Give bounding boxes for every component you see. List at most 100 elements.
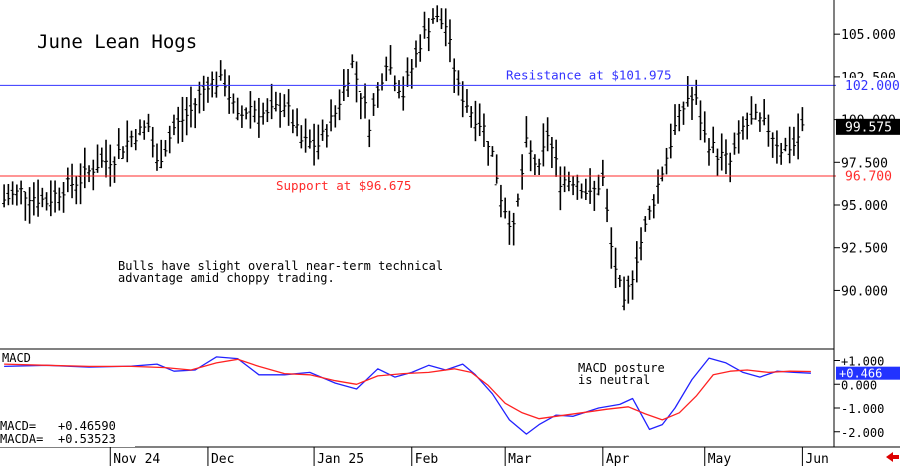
resistance-label: Resistance at $101.975 [506, 67, 672, 82]
price-bar [299, 125, 304, 149]
price-bar [312, 123, 317, 166]
price-bar [61, 182, 66, 213]
price-bar [435, 5, 440, 23]
price-bar [261, 102, 266, 125]
price-bar [346, 69, 351, 98]
price-axis-tick-label: 97.500 [841, 156, 888, 171]
price-bar [282, 94, 287, 118]
price-bar [430, 8, 435, 24]
price-bar [188, 86, 193, 128]
x-axis-tick-label: Feb [415, 452, 439, 466]
macd-readout-value: +0.46590 [58, 419, 116, 433]
price-bar [647, 205, 652, 220]
macd-last-value: +0.466 [839, 367, 882, 381]
macd-axis-tick-label: -2.000 [841, 426, 884, 440]
chart-annotation-line-1: Bulls have slight overall near-term tech… [118, 259, 443, 273]
macd-last-tag [836, 366, 900, 380]
price-bar [303, 118, 308, 153]
price-bar [736, 120, 741, 154]
price-bar [265, 98, 270, 123]
price-bar [796, 113, 801, 160]
price-bar [121, 146, 126, 160]
price-bar [27, 187, 32, 224]
price-bar [248, 91, 253, 129]
price-bar [87, 165, 92, 183]
price-bar [583, 178, 588, 201]
price-bar [307, 129, 312, 149]
price-bar [133, 129, 138, 151]
price-bar [723, 139, 728, 175]
price-bar [681, 101, 686, 125]
macd-axis-tick-label: 0.000 [841, 378, 877, 392]
price-bar [227, 75, 232, 114]
price-bar [14, 184, 19, 206]
price-bar [409, 59, 414, 89]
price-bar [774, 130, 779, 164]
support-label: Support at $96.675 [276, 178, 411, 193]
price-bar [524, 116, 529, 148]
price-bar [664, 147, 669, 175]
price-bar [528, 140, 533, 172]
price-bar [486, 141, 491, 166]
price-bar [19, 180, 24, 205]
price-bar [329, 99, 334, 132]
price-bar [350, 54, 355, 69]
price-bar [44, 192, 49, 211]
price-bar [728, 152, 733, 183]
price-bar [800, 107, 805, 132]
price-bar [91, 159, 96, 191]
price-bar [456, 70, 461, 96]
macd-axis-tick-label: -1.000 [841, 402, 884, 416]
price-bar [205, 76, 210, 103]
price-bar [278, 92, 283, 128]
price-bar [70, 163, 75, 199]
price-bar [125, 120, 130, 163]
price-bar [566, 171, 571, 192]
price-bar [367, 119, 372, 148]
price-bar [214, 71, 219, 98]
price-bar [384, 56, 389, 82]
resistance-axis-tag [836, 77, 900, 93]
price-bar [452, 58, 457, 93]
price-bar [231, 93, 236, 114]
support-axis-value: 96.700 [845, 169, 892, 184]
price-bar [600, 159, 605, 187]
price-bar [719, 133, 724, 171]
price-bar [503, 197, 508, 219]
price-bar [532, 154, 537, 175]
price-bar [579, 183, 584, 199]
price-bar [634, 241, 639, 283]
price-axis-tick-label: 90.000 [841, 284, 888, 299]
last-price-value: 99.575 [845, 120, 892, 135]
price-bar [371, 93, 376, 116]
price-bar [766, 114, 771, 147]
price-bar [443, 8, 448, 47]
price-bar [201, 75, 206, 111]
price-bar [660, 166, 665, 182]
price-axis-tick-label: 105.000 [841, 28, 896, 43]
price-bar [439, 8, 444, 30]
price-bar [320, 119, 325, 141]
x-axis-tick-label: May [708, 452, 732, 466]
price-bar [286, 89, 291, 126]
price-bar [677, 103, 682, 132]
macd-annotation-line-2: is neutral [578, 373, 650, 387]
x-axis-tick-label: Apr [606, 452, 630, 466]
scroll-back-arrow-icon[interactable] [886, 452, 899, 462]
price-bar [363, 83, 368, 119]
price-bar [159, 139, 164, 169]
price-bar [180, 96, 185, 143]
x-axis-tick-label: Jan 25 [317, 452, 364, 466]
price-bar [256, 97, 261, 138]
price-bar [787, 126, 792, 164]
price-chart-title: June Lean Hogs [37, 31, 197, 53]
price-bar [668, 123, 673, 159]
price-bar [10, 181, 15, 205]
price-bar [78, 163, 83, 205]
price-bar [354, 61, 359, 103]
price-bar [176, 106, 181, 144]
price-bar [469, 106, 474, 128]
x-axis-tick-label: Jun [805, 452, 828, 466]
